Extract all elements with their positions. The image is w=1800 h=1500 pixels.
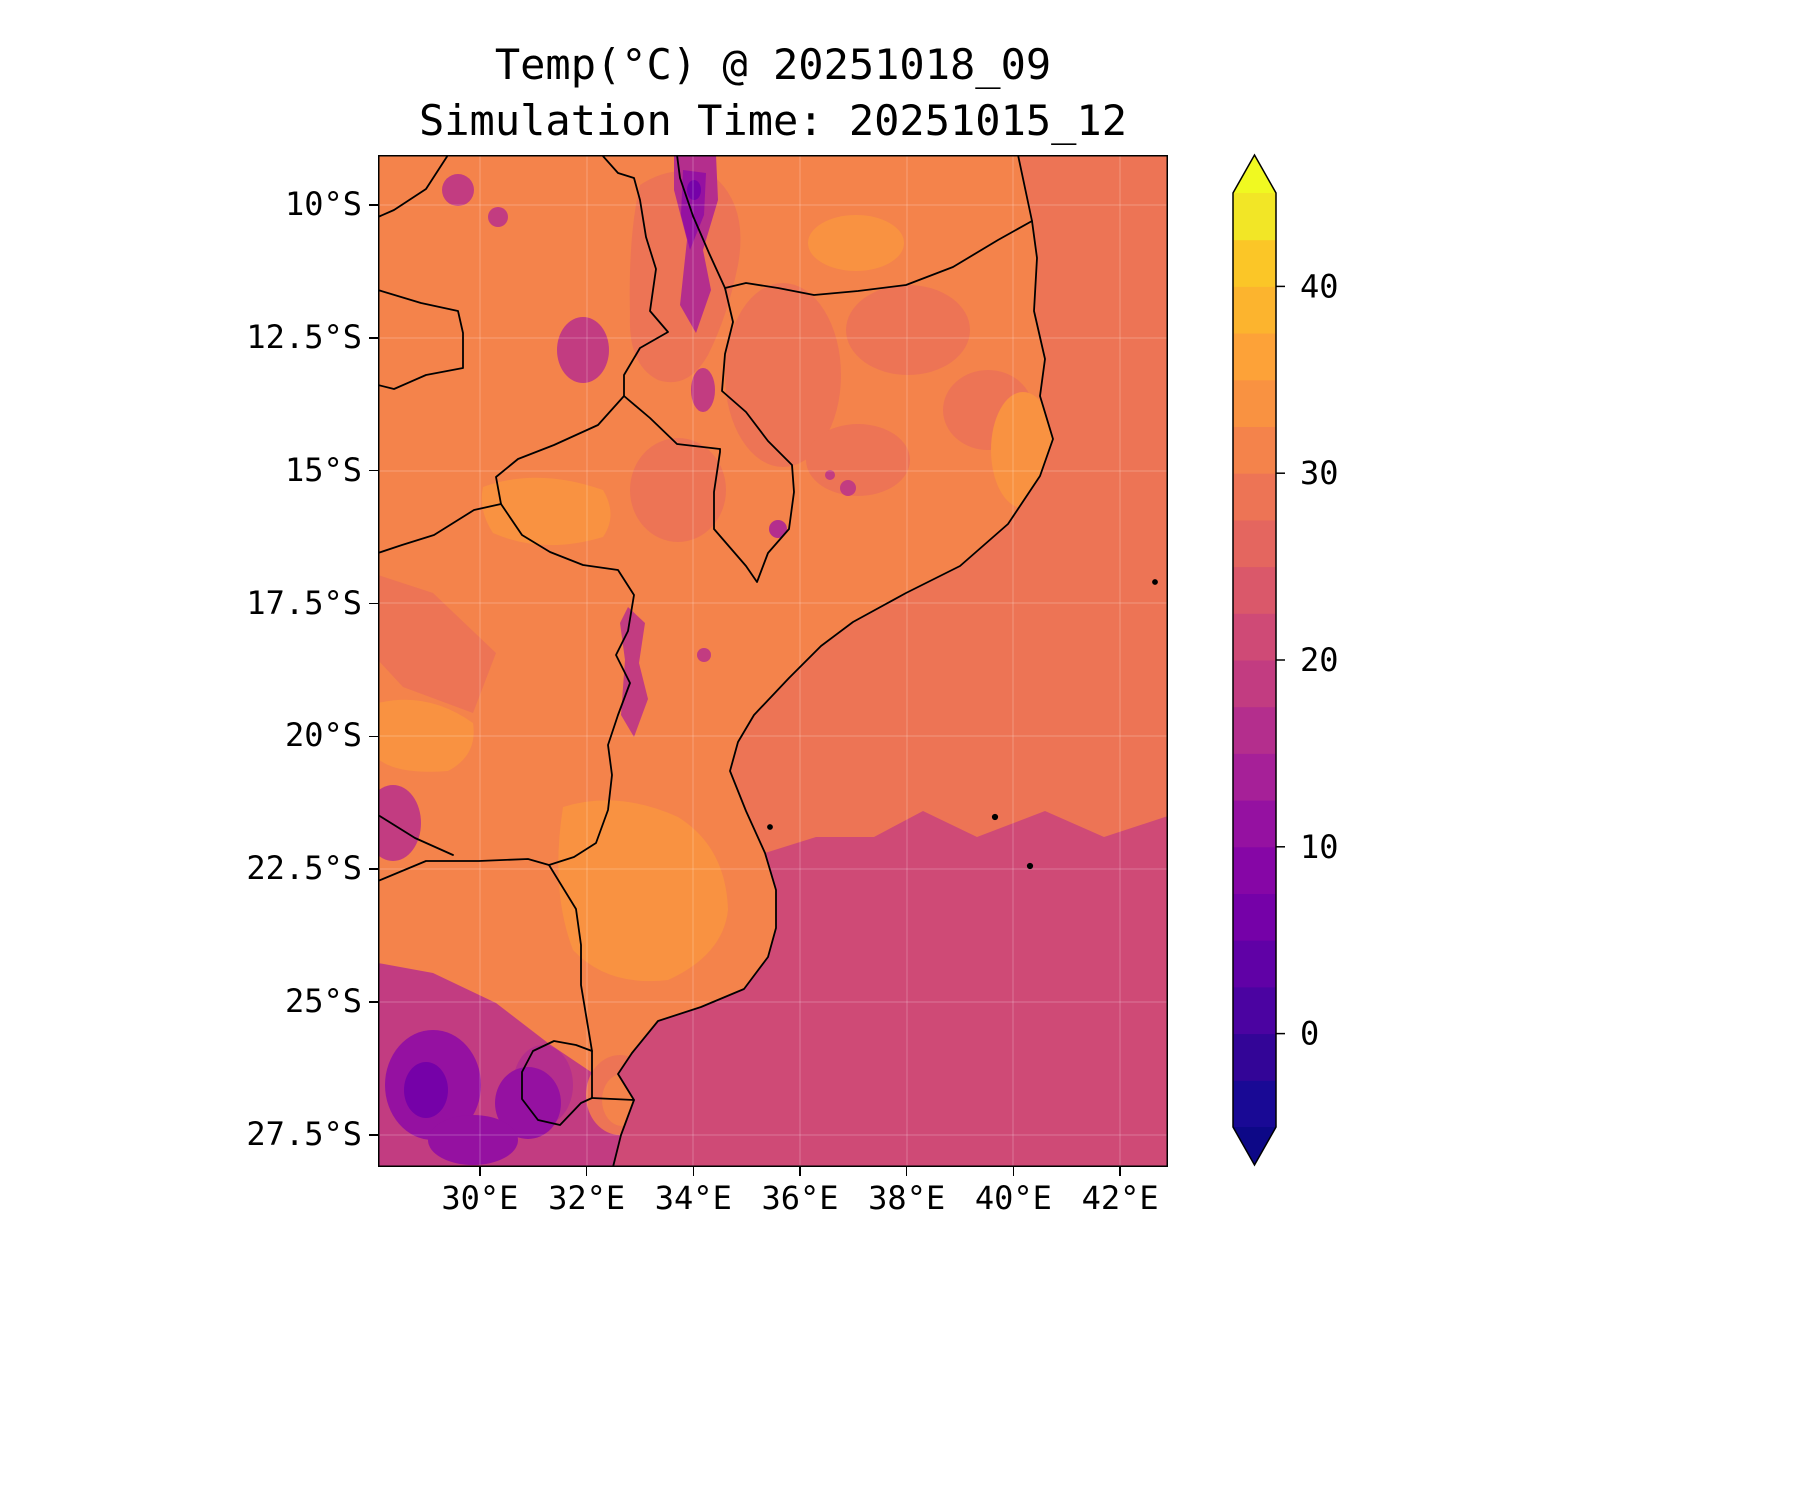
colorbar-band — [1233, 426, 1276, 474]
land-fill — [378, 155, 1053, 1167]
y-tick-label: 15°S — [284, 450, 362, 489]
x-tick-label: 38°E — [868, 1179, 946, 1217]
border-eswatini — [521, 1040, 593, 1126]
colorbar-band — [1233, 846, 1276, 894]
colorbar-tick-label: 10 — [1300, 828, 1339, 866]
x-tick-label: 30°E — [441, 1179, 519, 1217]
x-tick-mark — [585, 1167, 588, 1176]
border-limpopo — [378, 858, 550, 882]
x-tick-label: 36°E — [761, 1179, 839, 1217]
coastline — [612, 155, 1054, 1167]
x-tick-label: 32°E — [548, 1179, 626, 1217]
land-region — [378, 155, 1053, 1167]
colorbar-tick-label: 30 — [1300, 454, 1339, 492]
plot-subtitle: Simulation Time: 20251015_12 — [418, 96, 1127, 145]
colorbar-band — [1233, 940, 1276, 988]
colorbar-arrow-over — [1233, 155, 1276, 193]
y-tick-mark — [369, 469, 378, 472]
colorbar-band — [1233, 239, 1276, 287]
colorbar-band — [1233, 193, 1276, 241]
x-tick-mark — [692, 1167, 695, 1176]
colorbar-band — [1233, 519, 1276, 568]
island-dot — [767, 824, 773, 830]
colorbar-band — [1233, 379, 1276, 427]
colorbar-band — [1233, 473, 1276, 521]
y-tick-mark — [369, 204, 378, 206]
y-tick-label: 25°S — [284, 982, 362, 1021]
x-tick-mark — [1012, 1167, 1015, 1176]
border-zimbabwe-botswana — [378, 814, 454, 856]
country-borders — [378, 155, 1158, 1167]
colorbar-band — [1233, 986, 1276, 1035]
temperature-patches — [378, 155, 1053, 1167]
colorbar-band — [1233, 753, 1276, 801]
border-mozambique-southafrica — [548, 864, 593, 1052]
x-tick-mark — [1119, 1167, 1121, 1176]
colorbar-band — [1233, 800, 1276, 848]
colorbar-band — [1233, 613, 1276, 661]
border-mozambique-southafrica-south — [591, 1097, 635, 1101]
y-tick-label: 27.5°S — [246, 1114, 362, 1153]
x-tick-label: 40°E — [974, 1179, 1052, 1217]
y-tick-label: 12.5°S — [246, 317, 362, 356]
border-drc-zambia — [378, 155, 449, 218]
colorbar-tick-label: 40 — [1300, 267, 1339, 305]
border-tanzania-malawi — [676, 155, 726, 289]
border-zambia-zimbabwe — [378, 503, 502, 554]
border-drc-pedicle — [378, 289, 464, 390]
x-tick-label: 34°E — [654, 1179, 732, 1217]
colorbar-tick-label: 0 — [1300, 1015, 1319, 1053]
island-dot — [1026, 862, 1034, 870]
border-malawi-east — [713, 287, 795, 583]
border-malawi-west — [601, 155, 721, 450]
colorbar-arrow-under — [1233, 1127, 1276, 1165]
map-canvas — [378, 155, 1168, 1167]
plot-title: Temp(°C) @ 20251018_09 — [494, 40, 1052, 89]
south-sea-cool-water — [613, 811, 1168, 1167]
colorbar-band — [1233, 893, 1276, 941]
y-tick-label: 22.5°S — [246, 849, 362, 888]
border-zambia-mozambique — [495, 395, 625, 505]
x-tick-mark — [799, 1167, 801, 1176]
border-tanzania-mozambique — [724, 220, 1033, 296]
y-tick-mark — [369, 1001, 378, 1003]
y-tick-label: 20°S — [284, 716, 362, 755]
axes-frame — [378, 155, 1168, 1167]
colorbar-outline — [1232, 153, 1277, 1167]
island-dot — [991, 813, 999, 821]
y-tick-label: 10°S — [284, 184, 362, 223]
colorbar-tick-label: 20 — [1300, 641, 1339, 679]
y-tick-mark — [369, 735, 378, 738]
y-tick-label: 17.5°S — [246, 583, 362, 622]
y-tick-mark — [369, 602, 378, 605]
colorbar-band — [1233, 1080, 1276, 1128]
colorbar-band — [1233, 706, 1276, 754]
x-tick-label: 42°E — [1081, 1179, 1159, 1217]
y-tick-mark — [369, 337, 378, 339]
colorbar-band — [1233, 333, 1276, 381]
border-zimbabwe-mozambique — [500, 503, 635, 866]
colorbar-band — [1233, 566, 1276, 614]
colorbar-band — [1233, 1033, 1276, 1081]
x-tick-mark — [905, 1167, 908, 1176]
y-tick-mark — [369, 1134, 378, 1136]
island-dot — [1152, 579, 1158, 585]
graticule — [378, 155, 1168, 1167]
colorbar: 0 10 20 30 40 — [1232, 153, 1339, 1167]
x-tick-mark — [479, 1167, 481, 1176]
colorbar-band — [1233, 660, 1276, 708]
y-tick-mark — [369, 868, 378, 870]
colorbar-band — [1233, 286, 1276, 334]
